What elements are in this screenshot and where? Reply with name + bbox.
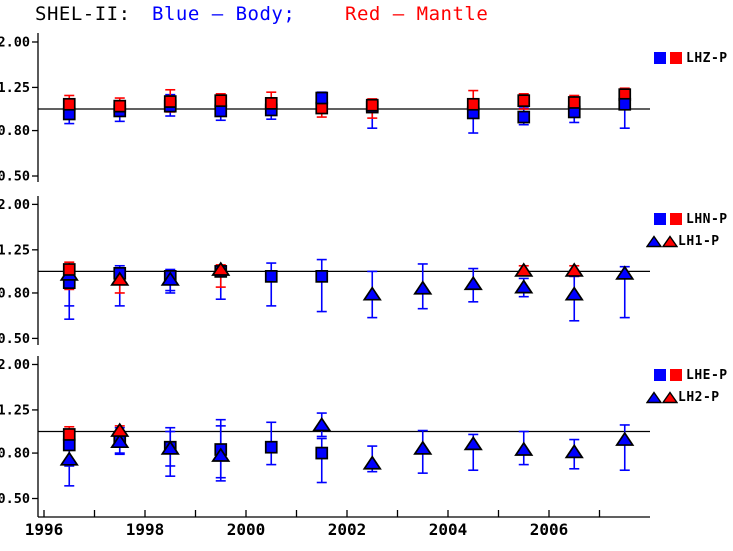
data-point-triangle bbox=[413, 440, 433, 455]
legend-row-lhn-p: LHN-P bbox=[654, 211, 728, 227]
data-point-triangle bbox=[514, 441, 534, 456]
data-point-triangle bbox=[59, 451, 79, 466]
x-axis-tick-label: 1996 bbox=[25, 520, 64, 539]
data-point-square bbox=[113, 99, 127, 113]
legend-row-lhz-p: LHZ-P bbox=[654, 50, 728, 66]
legend-row-lhe-p: LHE-P bbox=[654, 367, 728, 383]
y-axis-tick-label: 0.80 bbox=[0, 285, 30, 301]
data-point-square bbox=[618, 97, 632, 111]
data-point-square bbox=[214, 94, 228, 108]
red-square-icon bbox=[670, 369, 682, 381]
data-point-triangle bbox=[615, 265, 635, 280]
blue-triangle-icon bbox=[646, 234, 662, 247]
data-point-triangle bbox=[110, 433, 130, 449]
y-axis-tick-label: 1.25 bbox=[0, 242, 30, 258]
y-axis-tick-label: 2.00 bbox=[0, 357, 30, 373]
legend-row-lh1-p: LH1-P bbox=[646, 233, 720, 249]
data-point-triangle bbox=[110, 271, 130, 286]
data-point-square bbox=[62, 438, 76, 452]
x-axis-tick-label: 2006 bbox=[530, 520, 569, 539]
data-point-triangle bbox=[413, 280, 433, 295]
data-point-triangle bbox=[463, 275, 483, 291]
data-point-square bbox=[466, 97, 480, 111]
y-axis-tick-label: 0.50 bbox=[0, 491, 30, 507]
data-point-square bbox=[163, 95, 177, 108]
y-axis-tick-label: 0.80 bbox=[0, 123, 30, 139]
y-axis-tick-label: 2.00 bbox=[0, 197, 30, 213]
blue-triangle-icon bbox=[646, 390, 662, 403]
data-point-square bbox=[264, 440, 278, 454]
data-point-square bbox=[264, 97, 278, 110]
legend-label-lh1-p: LH1-P bbox=[678, 233, 720, 249]
red-square-icon bbox=[670, 213, 682, 225]
data-point-square bbox=[517, 94, 531, 108]
y-axis-tick-label: 1.25 bbox=[0, 402, 30, 418]
data-point-triangle bbox=[615, 431, 635, 446]
x-axis-tick-label: 1998 bbox=[126, 520, 165, 539]
data-point-square bbox=[315, 446, 329, 460]
x-axis-tick-label: 2004 bbox=[429, 520, 468, 539]
red-square-icon bbox=[670, 52, 682, 64]
data-point-square bbox=[62, 97, 76, 111]
data-point-square bbox=[62, 428, 76, 441]
y-axis-tick-label: 2.00 bbox=[0, 34, 30, 50]
data-point-triangle bbox=[211, 261, 231, 276]
legend-label-lhe-p: LHE-P bbox=[686, 367, 728, 383]
data-point-triangle bbox=[312, 416, 332, 432]
y-axis-tick-label: 0.50 bbox=[0, 169, 30, 185]
data-point-triangle bbox=[362, 455, 382, 470]
data-point-triangle bbox=[514, 262, 534, 277]
data-point-triangle bbox=[564, 443, 584, 459]
y-axis-tick-label: 0.50 bbox=[0, 331, 30, 347]
data-point-triangle bbox=[564, 286, 584, 301]
blue-square-icon bbox=[654, 369, 666, 381]
legend-label-lh2-p: LH2-P bbox=[678, 389, 720, 405]
red-triangle-icon bbox=[662, 234, 678, 247]
data-point-triangle bbox=[110, 422, 130, 437]
data-point-square bbox=[62, 263, 76, 276]
chart-title-mantle-legend: Red – Mantle bbox=[345, 3, 489, 25]
red-triangle-icon bbox=[662, 390, 678, 403]
legend-label-lhn-p: LHN-P bbox=[686, 211, 728, 227]
data-point-square bbox=[315, 270, 329, 283]
data-point-triangle bbox=[211, 447, 231, 462]
blue-square-icon bbox=[654, 213, 666, 225]
y-axis-tick-label: 1.25 bbox=[0, 80, 30, 96]
data-point-square bbox=[315, 91, 329, 105]
data-point-square bbox=[365, 98, 379, 112]
data-point-square bbox=[214, 104, 228, 118]
legend-row-lh2-p: LH2-P bbox=[646, 389, 720, 405]
chart-title-body-legend: Blue – Body; bbox=[152, 3, 296, 25]
data-point-square bbox=[517, 110, 531, 124]
data-point-triangle bbox=[160, 271, 180, 286]
blue-square-icon bbox=[654, 52, 666, 64]
legend-label-lhz-p: LHZ-P bbox=[686, 50, 728, 66]
data-point-triangle bbox=[514, 279, 534, 294]
chart-title-station: SHEL-II: bbox=[35, 3, 131, 25]
data-point-triangle bbox=[160, 440, 180, 455]
data-point-square bbox=[264, 270, 278, 283]
data-point-triangle bbox=[463, 435, 483, 451]
data-point-square bbox=[567, 96, 581, 109]
x-axis-tick-label: 2000 bbox=[227, 520, 266, 539]
x-axis-tick-label: 2002 bbox=[328, 520, 367, 539]
data-point-triangle bbox=[564, 262, 584, 277]
y-axis-tick-label: 0.80 bbox=[0, 446, 30, 462]
data-point-triangle bbox=[362, 286, 382, 301]
